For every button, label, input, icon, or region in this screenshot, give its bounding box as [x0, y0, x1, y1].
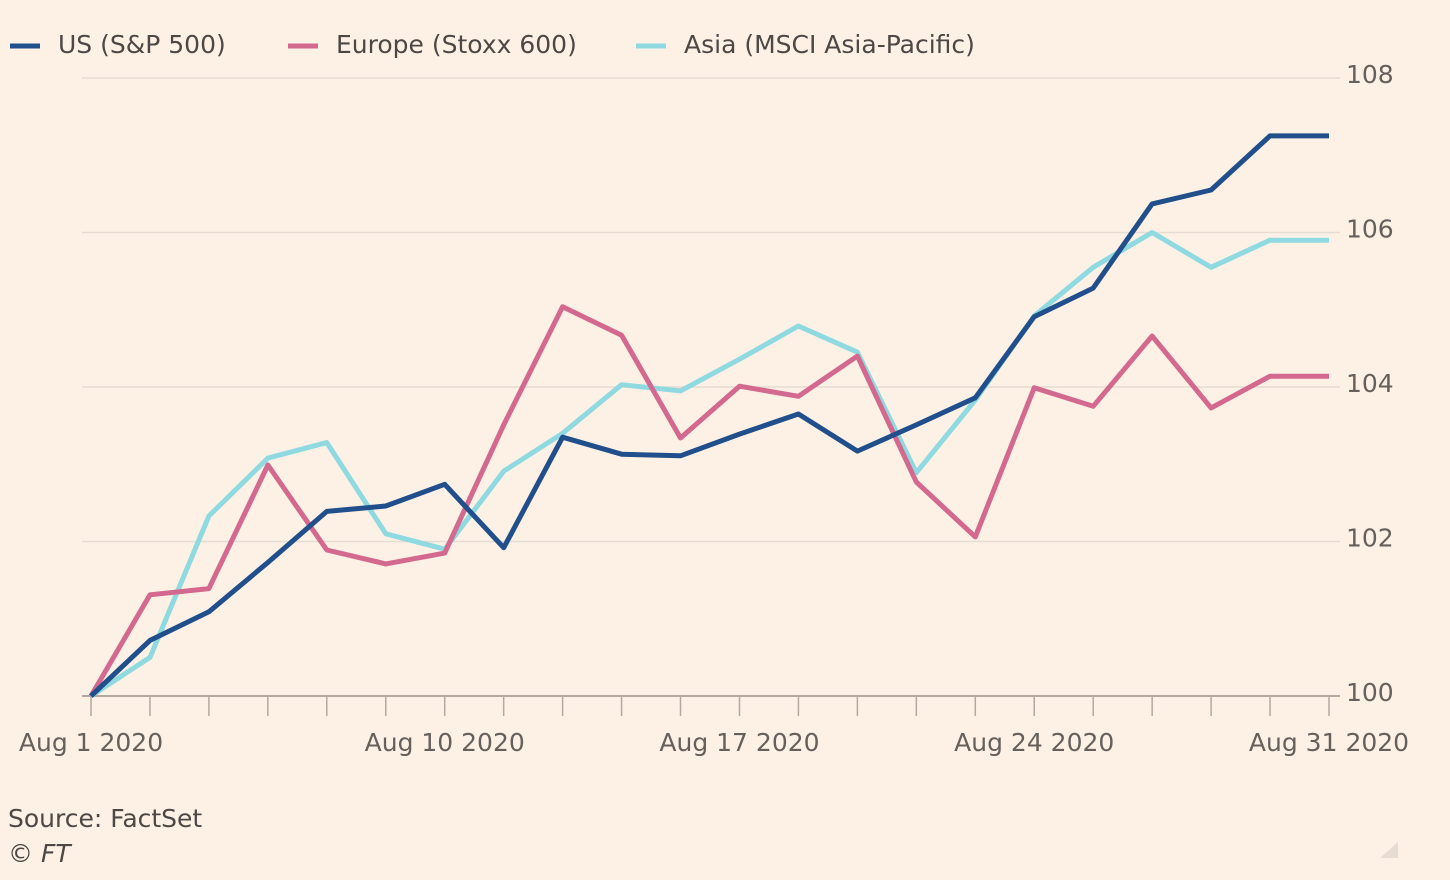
- series-line: [89, 133, 1329, 698]
- y-tick-label: 100: [1346, 678, 1394, 707]
- y-tick-label: 104: [1346, 369, 1394, 398]
- x-tick-label: Aug 1 2020: [19, 728, 163, 757]
- y-tick-label: 106: [1346, 215, 1394, 244]
- x-tick-label: Aug 10 2020: [365, 728, 525, 757]
- credit: © FT: [8, 839, 72, 868]
- legend-label: Asia (MSCI Asia-Pacific): [684, 30, 975, 59]
- source: Source: FactSet: [8, 804, 202, 833]
- legend-label: Europe (Stoxx 600): [336, 30, 577, 59]
- x-tick-label: Aug 24 2020: [954, 728, 1114, 757]
- series-line: [88, 304, 1329, 698]
- legend-label: US (S&P 500): [58, 30, 226, 59]
- x-tick-label: Aug 17 2020: [659, 728, 819, 757]
- resize-handle: [1380, 842, 1398, 858]
- y-tick-label: 108: [1346, 60, 1394, 89]
- x-tick-label: Aug 31 2020: [1249, 728, 1409, 757]
- y-tick-label: 102: [1346, 524, 1394, 553]
